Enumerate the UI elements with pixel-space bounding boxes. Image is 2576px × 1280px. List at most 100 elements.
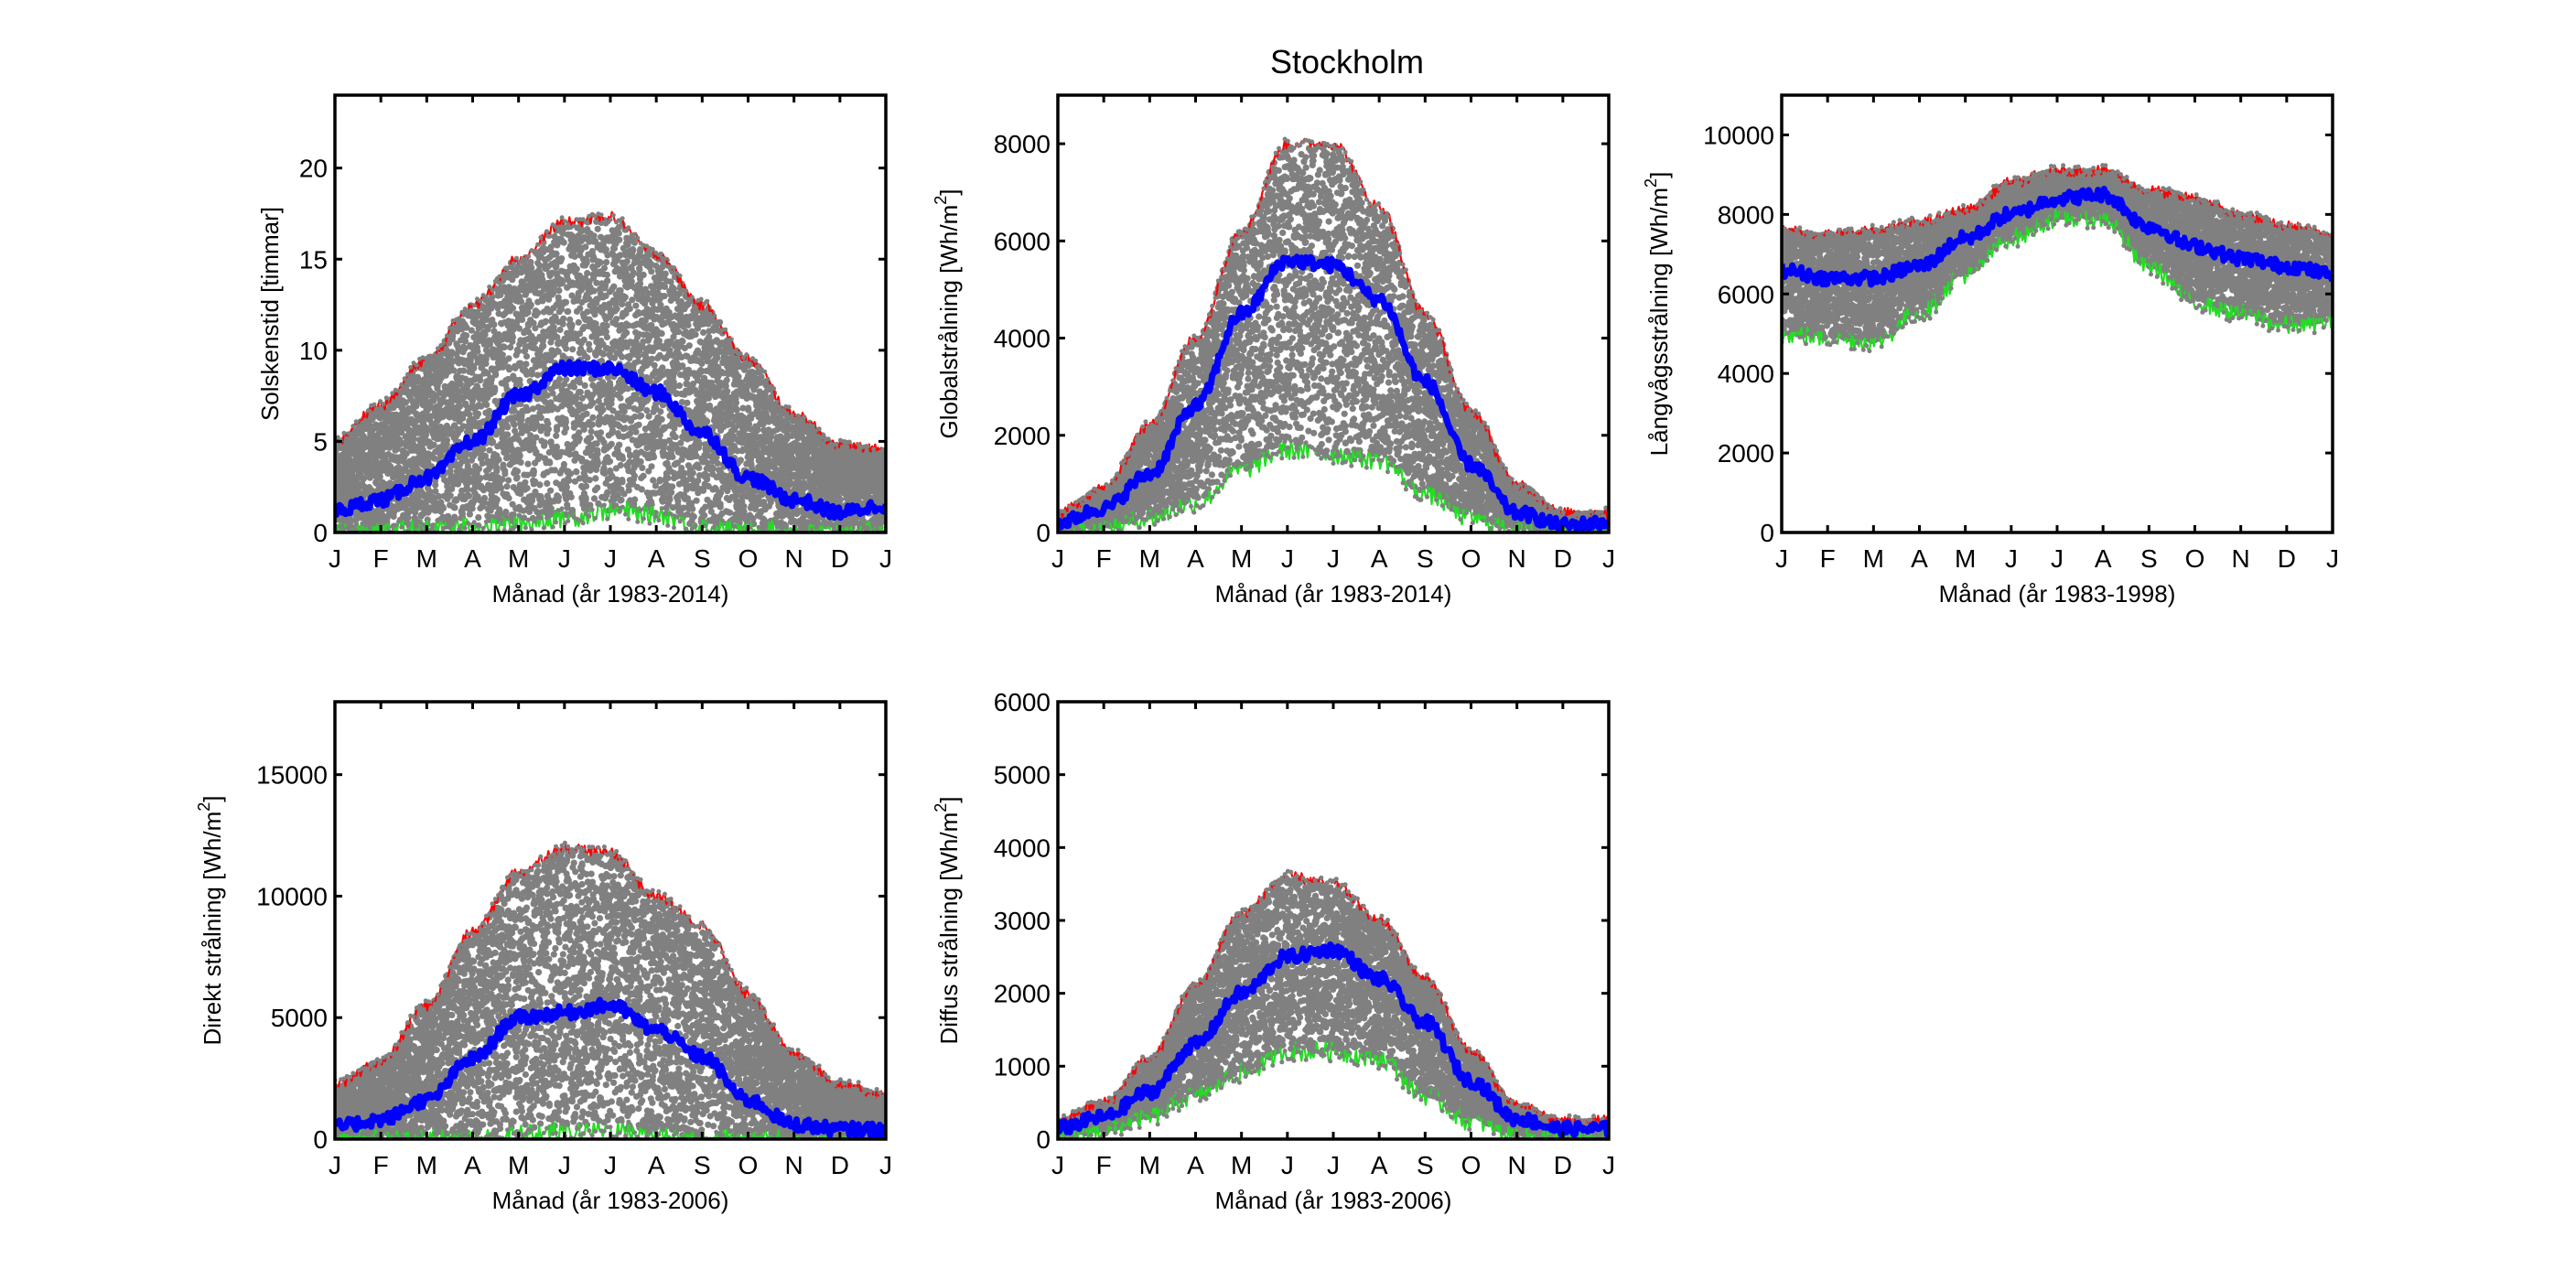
data-point [648,268,655,275]
data-point [539,297,546,305]
data-point [537,493,544,500]
data-point [604,277,611,285]
data-point [523,352,531,360]
data-point [556,326,564,334]
data-point [630,269,637,276]
data-point [456,403,464,410]
data-point [570,383,578,391]
data-point [592,475,599,482]
data-point [587,428,595,436]
data-point [522,479,529,486]
data-point [597,429,605,436]
data-point [469,505,476,512]
data-point [613,316,620,323]
data-point [636,265,643,273]
data-point [424,516,431,523]
data-point [497,484,505,492]
data-point [589,414,597,421]
data-point [457,381,464,388]
data-point [593,466,600,473]
data-point [615,230,622,237]
data-point [689,469,696,477]
data-point [602,328,610,336]
data-point [635,421,642,428]
data-point [536,481,544,489]
data-point [560,315,567,322]
data-point [662,270,669,277]
data-point [426,403,434,410]
data-point [445,512,452,520]
data-point [651,361,658,369]
data-point [733,406,740,414]
data-point [577,305,584,312]
data-point [690,513,697,521]
data-point [572,395,580,403]
data-point [573,265,580,273]
data-point [638,412,645,419]
data-point [504,431,512,438]
data-point [597,259,604,266]
data-point [514,348,523,355]
data-point [553,432,560,439]
data-point [402,399,410,406]
data-point [724,388,731,395]
data-point [584,270,591,277]
data-point [451,504,458,511]
data-point [632,302,640,309]
data-point [603,322,610,329]
data-point [454,479,461,487]
data-point [505,363,512,371]
data-point [639,464,646,471]
data-point [594,450,601,457]
data-point [590,287,598,295]
data-point [617,461,624,469]
data-point [534,309,541,317]
data-point [503,483,511,490]
figure-title: Stockholm [1270,43,1424,81]
data-point [657,408,664,415]
data-point [558,276,566,285]
data-point [745,420,753,428]
data-point [650,454,658,461]
data-point [619,455,627,462]
data-point [453,473,460,480]
data-point [499,351,506,359]
data-point [627,451,634,458]
data-point [631,239,639,246]
data-point [567,493,575,500]
data-point [466,511,473,518]
data-point [461,338,469,345]
data-point [603,259,610,266]
data-point [616,236,623,243]
data-point [489,294,496,301]
plot-area [335,210,886,532]
data-point [550,289,557,296]
data-point [669,483,676,490]
data-point [517,297,525,306]
data-point [661,293,668,300]
data-point [432,488,439,495]
data-point [474,410,482,417]
data-point [385,444,393,451]
data-point [658,330,665,338]
data-point [737,457,745,464]
data-point [507,344,514,351]
data-point [425,458,432,466]
data-point [419,448,427,456]
data-point [547,487,555,494]
data-point [661,425,668,433]
data-point [435,492,443,500]
data-point [721,440,729,447]
data-point [532,325,539,332]
data-point [564,307,571,316]
data-point [495,456,502,464]
data-point [672,434,679,441]
data-point [447,492,454,500]
data-point [555,294,562,301]
data-point [619,479,626,486]
data-point [413,403,420,410]
data-point [403,450,410,457]
data-point [700,328,707,336]
data-point [714,354,721,361]
